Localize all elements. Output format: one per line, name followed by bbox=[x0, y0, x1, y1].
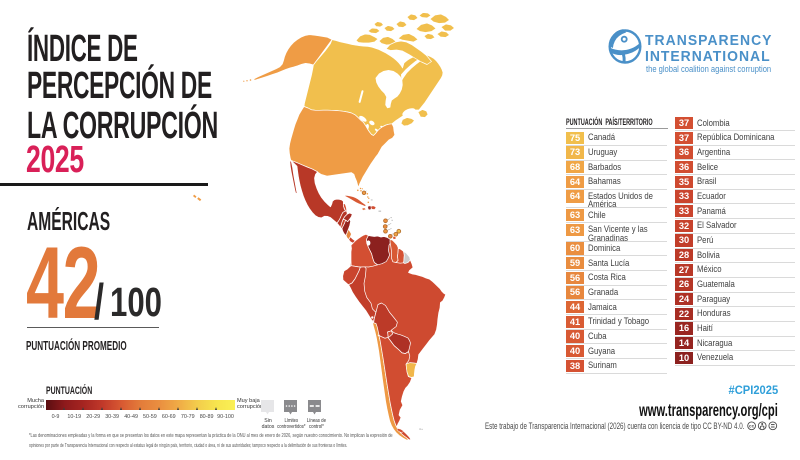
svg-text:cc: cc bbox=[749, 424, 755, 429]
